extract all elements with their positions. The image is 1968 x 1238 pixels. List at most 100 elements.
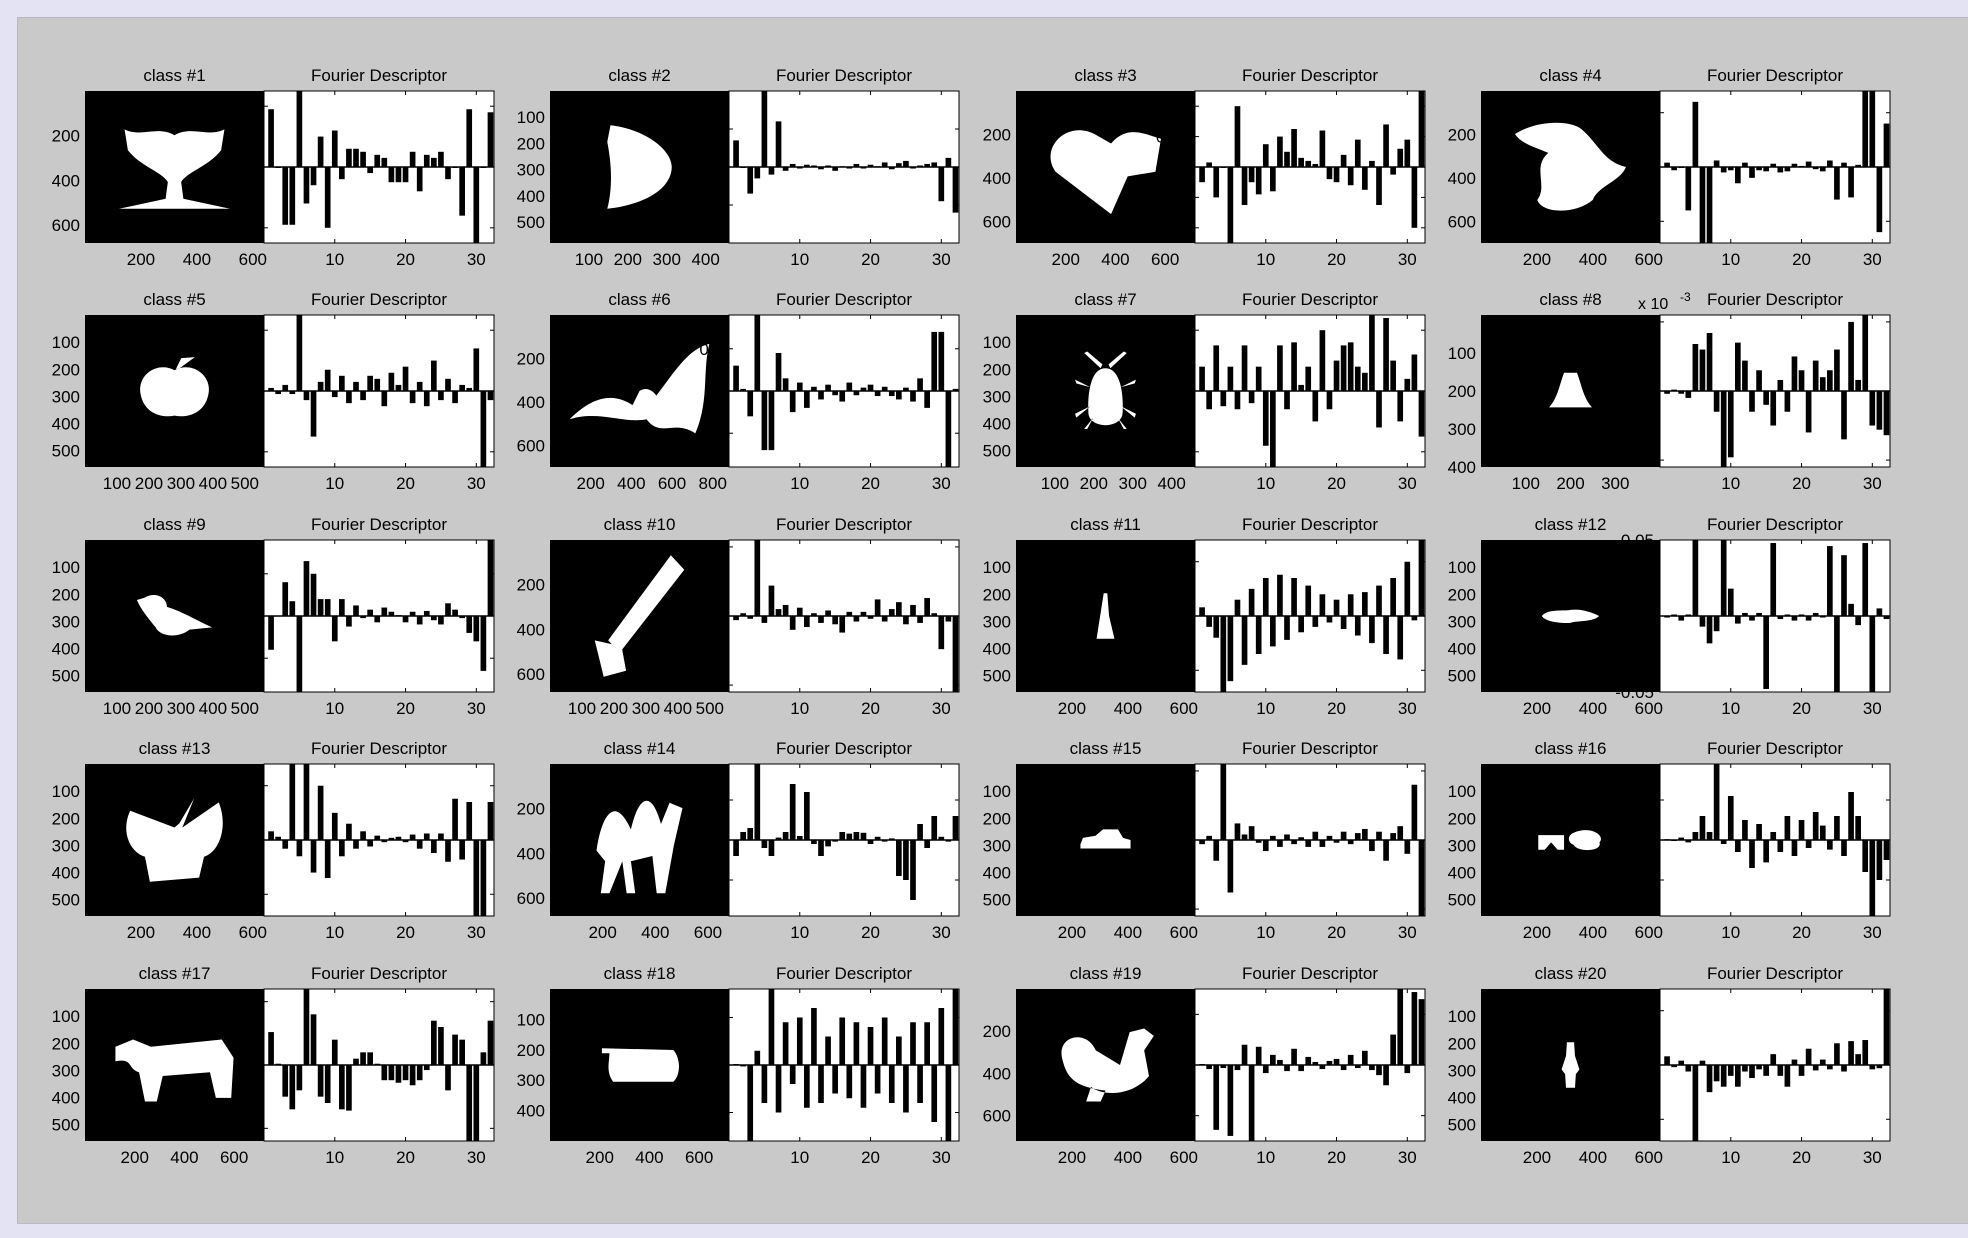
bar (846, 382, 853, 391)
bar (1713, 764, 1720, 840)
panel-title: Fourier Descriptor (1242, 964, 1378, 983)
bar (367, 609, 373, 616)
bar (1876, 840, 1883, 880)
x-tick-label: 600 (1170, 923, 1198, 942)
bar (346, 616, 352, 627)
bar (1791, 163, 1798, 167)
x-tick-label: 20 (1327, 250, 1346, 269)
bar (1735, 616, 1741, 624)
bar (1298, 616, 1304, 633)
bar (1777, 167, 1784, 173)
bar (1213, 1065, 1220, 1130)
bar (1255, 616, 1262, 654)
bar (360, 831, 366, 840)
x-tick-label: 400 (664, 699, 692, 718)
y-tick-label: -0.05 (1615, 212, 1654, 231)
y-tick-label: 0 (714, 607, 723, 626)
x-tick-label: 30 (1863, 474, 1882, 493)
x-tick-label: 200 (1523, 923, 1551, 942)
x-tick-label: 20 (861, 923, 880, 942)
bar (466, 616, 473, 633)
x-tick-label: 400 (199, 474, 227, 493)
x-tick-label: 200 (121, 1148, 149, 1167)
x-tick-label: 400 (183, 923, 211, 942)
bar (1706, 332, 1713, 391)
x-tick-label: 200 (127, 923, 155, 942)
bar (1798, 370, 1805, 391)
image-panel-6: class #4 200 400 600 200 400 600 (1448, 66, 1663, 269)
descriptor-panel-9: Fourier Descriptor 10 20 30 0.02 0 -0.02 (219, 290, 495, 493)
bar (423, 1065, 430, 1071)
x-tick-label: 20 (1327, 923, 1346, 942)
x-tick-label: 300 (167, 699, 195, 718)
bar (1777, 616, 1784, 620)
bar (459, 840, 465, 860)
bar (1340, 1065, 1347, 1071)
bar (1312, 831, 1319, 840)
bar (747, 828, 754, 840)
x-tick-label: 200 (600, 699, 628, 718)
bar (1227, 840, 1234, 893)
bar (832, 391, 838, 396)
x-tick-label: 400 (1101, 250, 1129, 269)
bar (1362, 1050, 1368, 1065)
bar (1376, 585, 1382, 616)
y-tick-label: 200 (983, 125, 1011, 144)
bar (1862, 91, 1869, 167)
bar (1812, 812, 1819, 840)
bar (1255, 167, 1262, 195)
y-tick-label: -0.02 (219, 443, 258, 462)
bar (367, 375, 373, 391)
x-tick-label: 10 (325, 923, 344, 942)
bar (1291, 578, 1297, 616)
bar (1727, 588, 1734, 616)
panel-title: class #4 (1539, 66, 1601, 85)
x-tick-label: 400 (1157, 474, 1185, 493)
bar (1404, 1065, 1411, 1074)
bar (881, 386, 888, 391)
y-tick-label: -0.1 (694, 424, 723, 443)
bar (789, 616, 796, 630)
x-tick-label: 10 (790, 699, 809, 718)
y-tick-label: 300 (983, 836, 1011, 855)
panel-title: class #10 (604, 515, 676, 534)
bar (480, 391, 487, 467)
bar (1876, 167, 1883, 233)
bar (1841, 391, 1847, 440)
x-tick-label: 100 (1041, 474, 1069, 493)
y-tick-label: -0.05 (684, 871, 723, 890)
bar (1819, 1059, 1826, 1065)
bar (339, 840, 345, 857)
y-tick-label: 300 (983, 612, 1011, 631)
x-tick-label: 30 (932, 474, 951, 493)
bar (487, 391, 494, 401)
bar (416, 616, 423, 625)
bar (881, 616, 888, 622)
y-tick-label: -0.02 (1150, 188, 1189, 207)
bar (796, 167, 803, 169)
y-tick-label: -0.05 (219, 885, 258, 904)
bar (1369, 315, 1375, 391)
y-tick-label: 400 (1448, 458, 1476, 477)
y-tick-label: 0 (714, 158, 723, 177)
bar (1678, 1060, 1685, 1065)
x-tick-label: 400 (199, 699, 227, 718)
bar (1199, 607, 1205, 616)
bar (409, 1065, 416, 1086)
bar (1305, 160, 1312, 167)
bar (1411, 354, 1418, 391)
bar (804, 1065, 810, 1108)
bar (952, 989, 959, 1065)
bar (360, 151, 366, 167)
bar (473, 616, 480, 642)
x-tick-label: 10 (1256, 699, 1275, 718)
y-tick-label: 0 (1180, 158, 1189, 177)
bar (1869, 91, 1876, 167)
bar (1713, 616, 1720, 632)
x-tick-label: 200 (1058, 699, 1086, 718)
bar (1255, 840, 1262, 843)
descriptor-panel-25: Fourier Descriptor 10 20 30 0.05 0 -0.05 (219, 739, 495, 942)
y-tick-label: 500 (1448, 891, 1476, 910)
bar (1819, 616, 1826, 618)
